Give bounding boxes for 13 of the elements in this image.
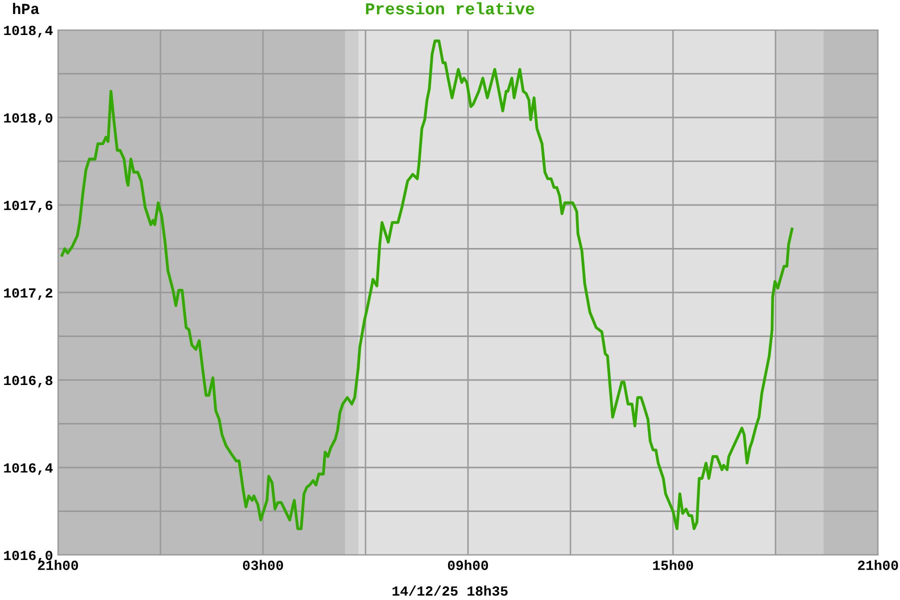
chart-title: Pression relative <box>366 2 534 14</box>
y-tick-label: 1018,4 <box>4 26 53 38</box>
x-tick-label: 03h00 <box>242 560 284 570</box>
y-tick-label: 1018,0 <box>4 113 52 125</box>
y-axis-title: hPa <box>13 2 40 14</box>
y-tick-label: 1017,2 <box>4 288 52 300</box>
text: 14/12/25 18h35 <box>392 586 508 596</box>
y-tick-label: 1017,6 <box>4 200 52 212</box>
x-tick-label: 15h00 <box>653 560 694 570</box>
x-tick-label: 09h00 <box>448 560 488 570</box>
y-tick-label: 1016,8 <box>4 376 52 388</box>
y-tick-label: 1016,4 <box>4 463 53 475</box>
x-tick-label: 21h00 <box>858 560 898 570</box>
